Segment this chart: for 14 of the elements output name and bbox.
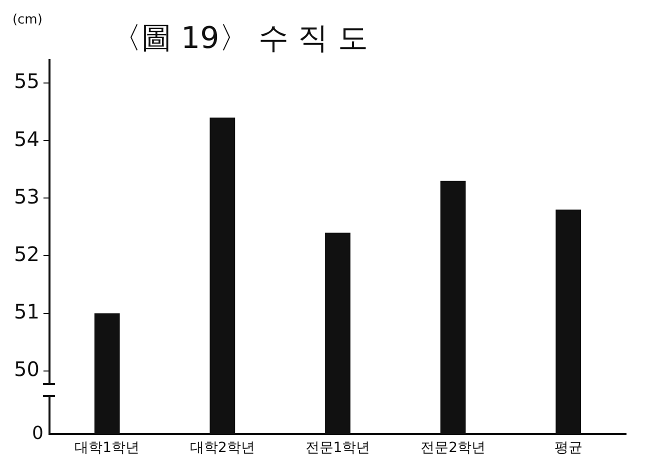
- text: 0: [32, 422, 44, 444]
- y-tick-label: 51: [14, 300, 40, 324]
- y-tick-label: 53: [14, 184, 40, 208]
- x-tick-label: 전문1학년: [305, 440, 370, 456]
- x-tick-label: 대학1학년: [74, 440, 140, 456]
- y-tick-label: 50: [14, 357, 40, 382]
- y-axis-title: (cm): [12, 12, 42, 28]
- x-tick-label: 평균: [554, 440, 582, 456]
- x-tick-label: 전문2학년: [420, 440, 486, 456]
- x-tick-label: 대학2학년: [190, 440, 255, 456]
- chart-title: 〈圖 19〉 수 직 도: [111, 20, 368, 56]
- y-tick-label: 52: [14, 242, 40, 266]
- y-tick-label: 54: [14, 126, 40, 151]
- y-tick-label: 55: [14, 69, 40, 94]
